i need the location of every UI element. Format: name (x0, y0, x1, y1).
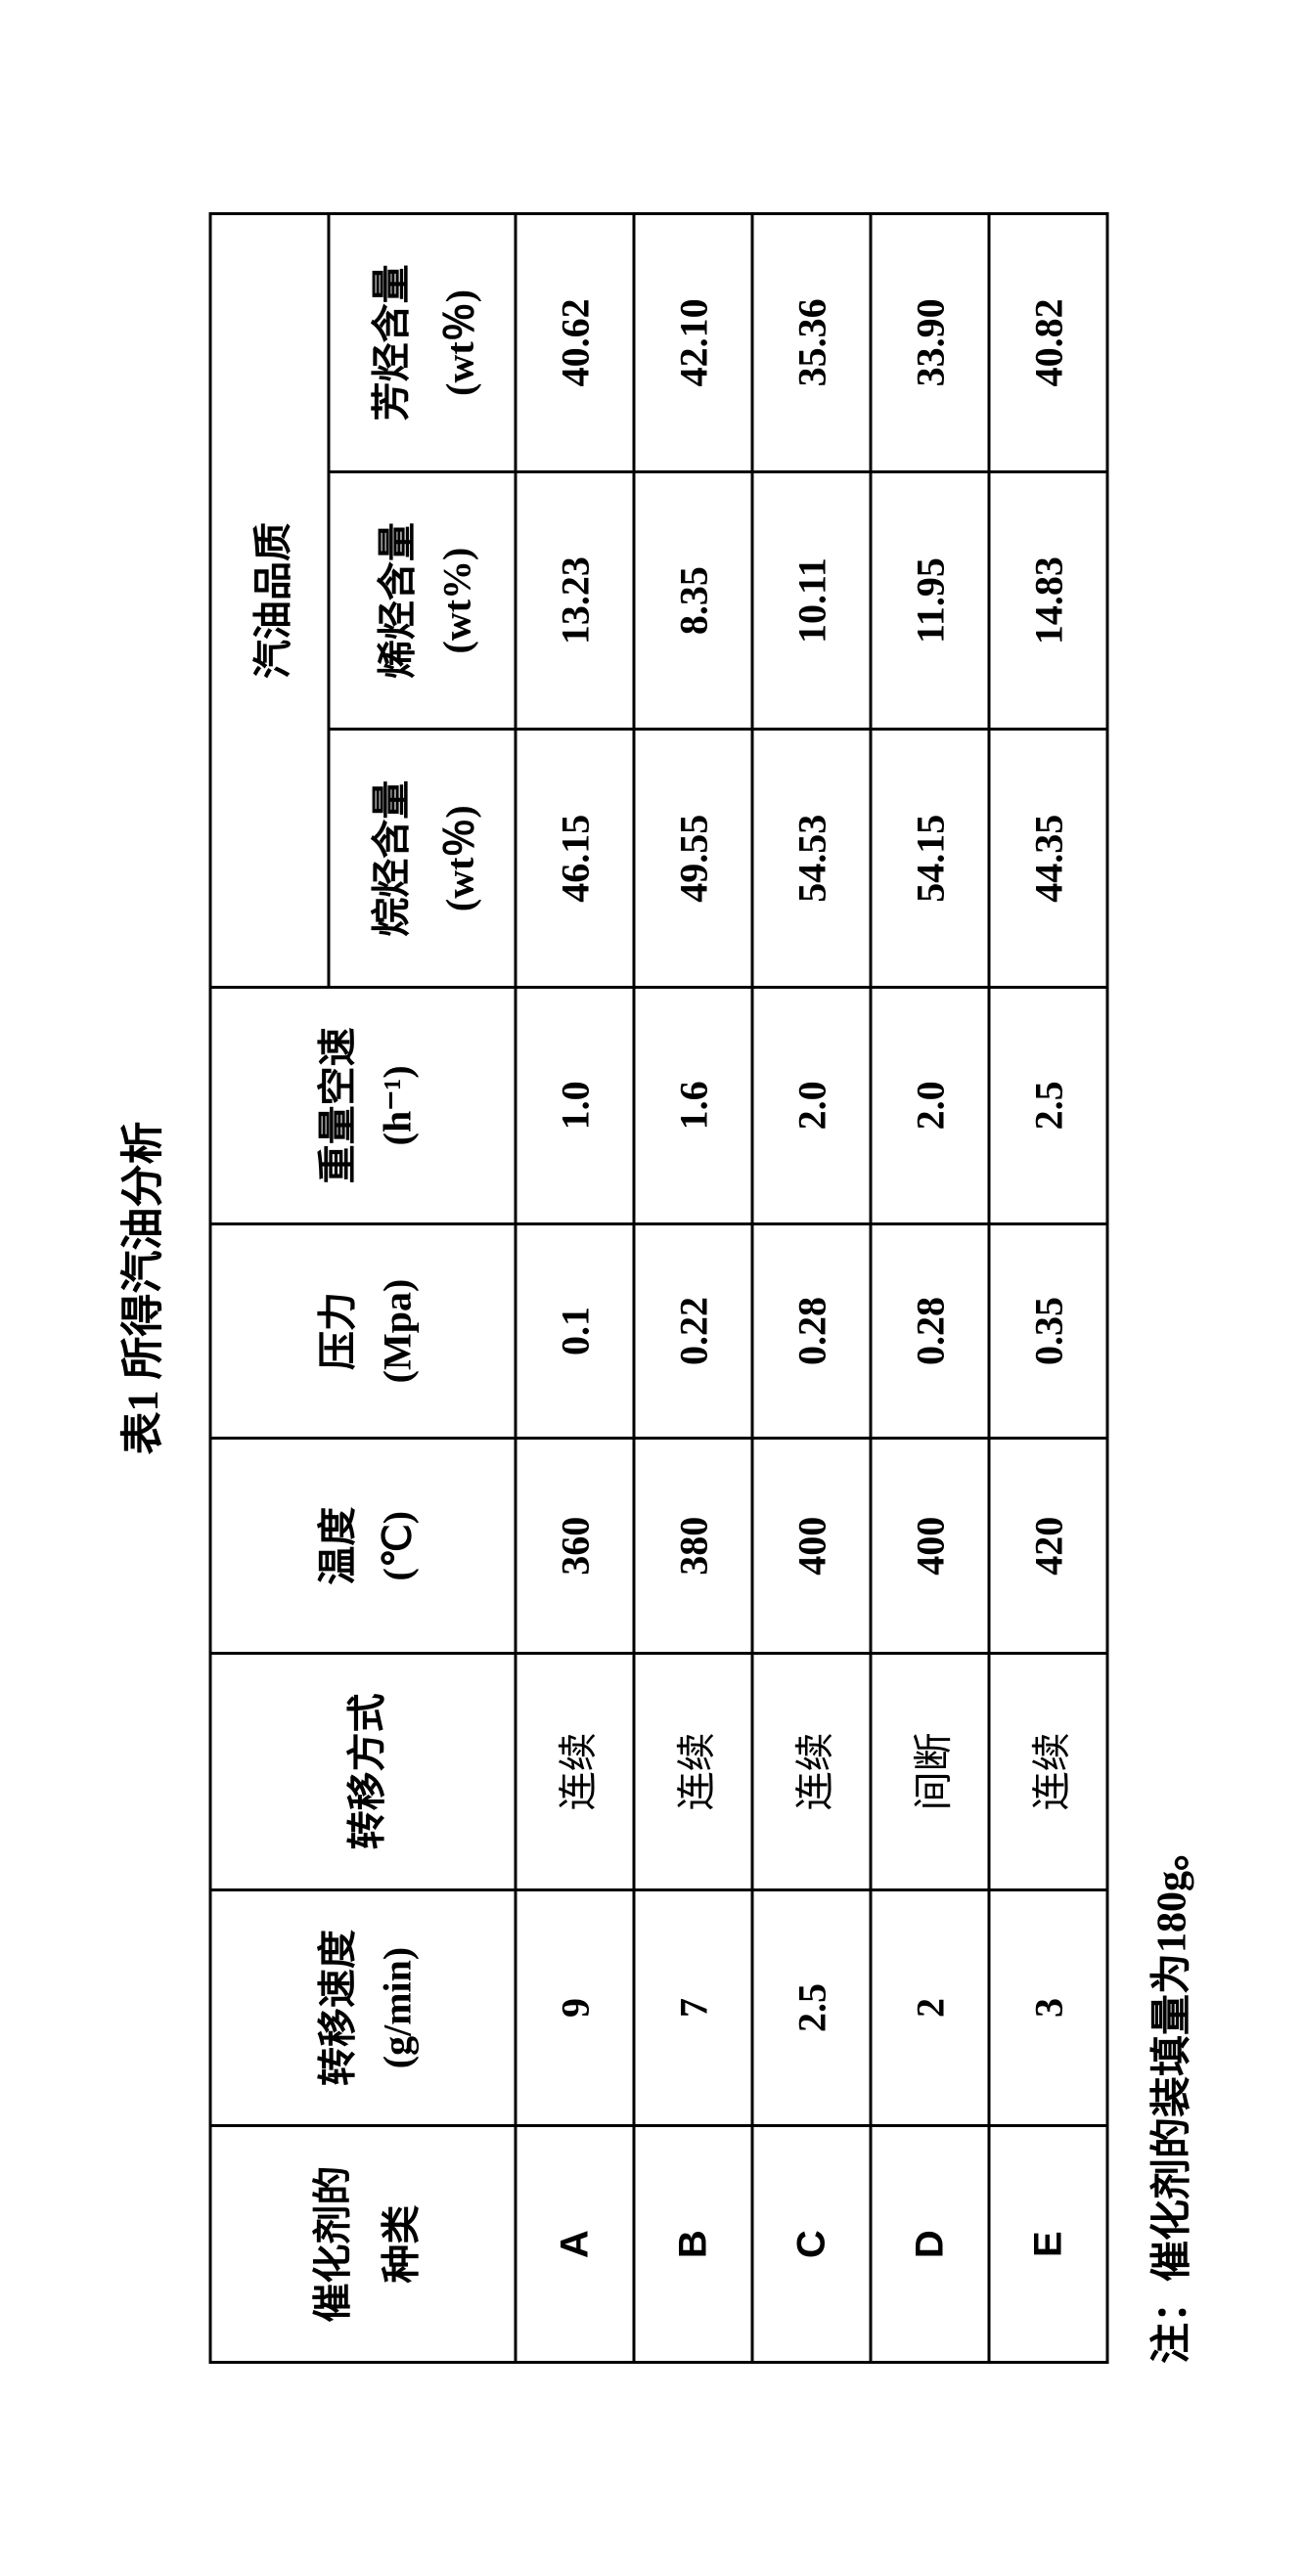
cell-press: 0.22 (634, 1223, 752, 1439)
cell-catalyst: C (752, 2126, 871, 2363)
cell-whsv: 2.5 (989, 988, 1107, 1224)
col-olefin: 烯烃含量 (wt%) (329, 471, 516, 730)
cell-catalyst: B (634, 2126, 752, 2363)
col-temperature: 温度 (℃) (210, 1439, 516, 1654)
table-row: D2间断4000.282.054.1511.9533.90 (871, 214, 989, 2363)
cell-whsv: 1.6 (634, 988, 752, 1224)
table-footnote: 注：催化剂的装填量为180g。 (1138, 212, 1197, 2364)
cell-press: 0.1 (516, 1223, 634, 1439)
cell-whsv: 1.0 (516, 988, 634, 1224)
col-pressure: 压力 (Mpa) (210, 1223, 516, 1439)
cell-alkane: 44.35 (989, 730, 1107, 988)
cell-speed: 7 (634, 1889, 752, 2126)
cell-aromatic: 35.36 (752, 214, 871, 472)
cell-alkane: 49.55 (634, 730, 752, 988)
cell-whsv: 2.0 (871, 988, 989, 1224)
cell-mode: 连续 (989, 1654, 1107, 1890)
cell-olefin: 8.35 (634, 471, 752, 730)
col-gasoline-quality: 汽油品质 (210, 214, 329, 988)
cell-press: 0.35 (989, 1223, 1107, 1439)
col-alkane: 烷烃含量 (wt％) (329, 730, 516, 988)
cell-mode: 间断 (871, 1654, 989, 1890)
cell-temp: 380 (634, 1439, 752, 1654)
col-transfer-speed: 转移速度 (g/min) (210, 1889, 516, 2126)
cell-speed: 2 (871, 1889, 989, 2126)
cell-aromatic: 40.62 (516, 214, 634, 472)
cell-temp: 400 (752, 1439, 871, 1654)
table-row: B7连续3800.221.649.558.3542.10 (634, 214, 752, 2363)
table-row: E3连续4200.352.544.3514.8340.82 (989, 214, 1107, 2363)
col-aromatic: 芳烃含量 (wt％) (329, 214, 516, 472)
cell-alkane: 54.15 (871, 730, 989, 988)
cell-catalyst: D (871, 2126, 989, 2363)
gasoline-analysis-table: 催化剂的 种类 转移速度 (g/min) 转移方式 温度 (℃) 压力 (Mpa… (208, 212, 1108, 2364)
col-transfer-mode: 转移方式 (210, 1654, 516, 1890)
table-title: 表1 所得汽油分析 (107, 212, 169, 2364)
cell-catalyst: E (989, 2126, 1107, 2363)
cell-aromatic: 40.82 (989, 214, 1107, 472)
cell-press: 0.28 (871, 1223, 989, 1439)
cell-alkane: 54.53 (752, 730, 871, 988)
cell-aromatic: 33.90 (871, 214, 989, 472)
table-row: C2.5连续4000.282.054.5310.1135.36 (752, 214, 871, 2363)
cell-aromatic: 42.10 (634, 214, 752, 472)
cell-olefin: 13.23 (516, 471, 634, 730)
table-row: A9连续3600.11.046.1513.2340.62 (516, 214, 634, 2363)
cell-temp: 400 (871, 1439, 989, 1654)
cell-speed: 2.5 (752, 1889, 871, 2126)
cell-press: 0.28 (752, 1223, 871, 1439)
col-catalyst-type: 催化剂的 种类 (210, 2126, 516, 2363)
cell-speed: 3 (989, 1889, 1107, 2126)
cell-olefin: 14.83 (989, 471, 1107, 730)
cell-catalyst: A (516, 2126, 634, 2363)
cell-olefin: 11.95 (871, 471, 989, 730)
cell-mode: 连续 (752, 1654, 871, 1890)
col-whsv: 重量空速 (h⁻¹) (210, 988, 516, 1224)
cell-temp: 420 (989, 1439, 1107, 1654)
header-row-1: 催化剂的 种类 转移速度 (g/min) 转移方式 温度 (℃) 压力 (Mpa… (210, 214, 329, 2363)
cell-speed: 9 (516, 1889, 634, 2126)
cell-whsv: 2.0 (752, 988, 871, 1224)
cell-temp: 360 (516, 1439, 634, 1654)
cell-olefin: 10.11 (752, 471, 871, 730)
cell-mode: 连续 (634, 1654, 752, 1890)
cell-alkane: 46.15 (516, 730, 634, 988)
cell-mode: 连续 (516, 1654, 634, 1890)
